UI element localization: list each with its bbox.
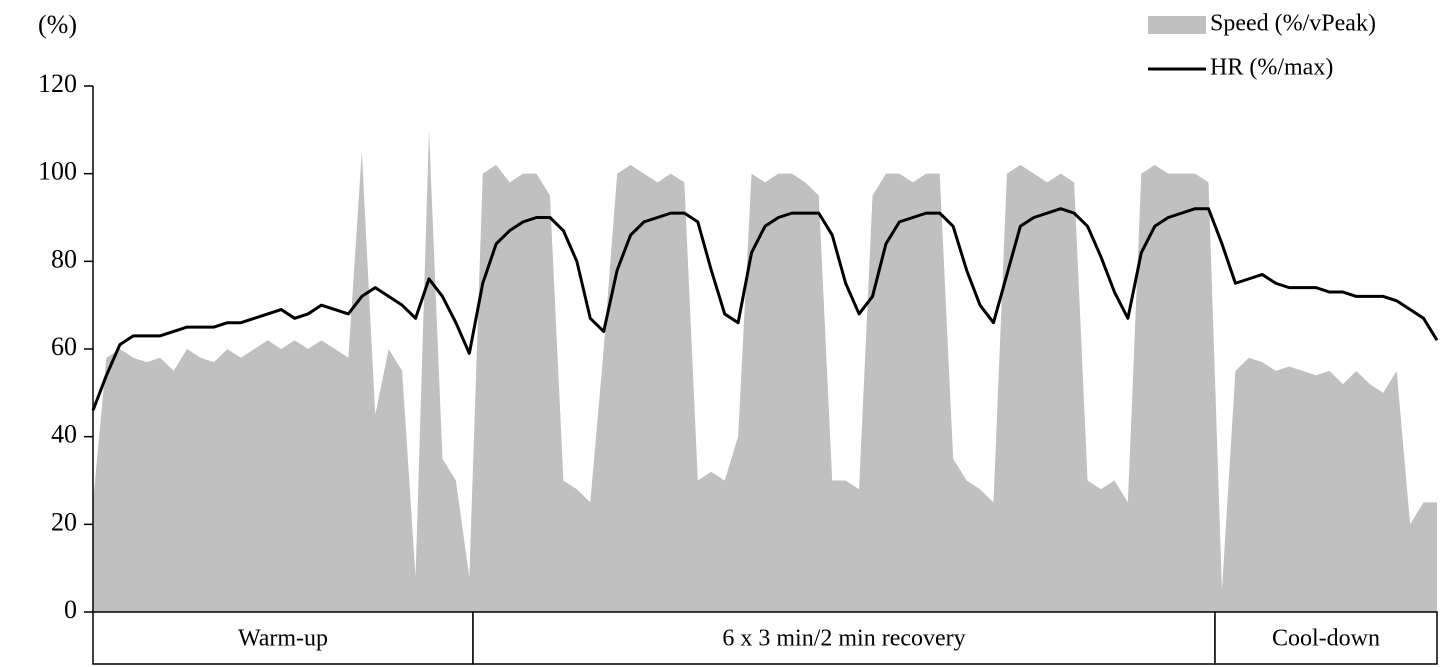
y-axis-label: (%) <box>38 10 77 39</box>
legend-label: HR (%/max) <box>1210 55 1333 81</box>
y-tick-label: 40 <box>51 420 77 449</box>
legend-swatch <box>1148 16 1206 34</box>
phase-box <box>472 611 1216 665</box>
y-tick-label: 20 <box>51 507 77 536</box>
y-tick-label: 120 <box>38 69 77 98</box>
hr-line <box>91 207 1439 411</box>
y-tick-label: 100 <box>38 157 77 186</box>
phase-label: Cool-down <box>1272 626 1380 652</box>
phase-box <box>1214 611 1438 665</box>
y-tick-label: 80 <box>51 244 77 273</box>
speed-area <box>93 129 1437 613</box>
phase-label: Warm-up <box>238 626 328 652</box>
y-tick-label: 0 <box>64 595 77 624</box>
legend-label: Speed (%/vPeak) <box>1210 11 1376 37</box>
phase-label: 6 x 3 min/2 min recovery <box>722 626 965 652</box>
y-tick-label: 60 <box>51 332 77 361</box>
